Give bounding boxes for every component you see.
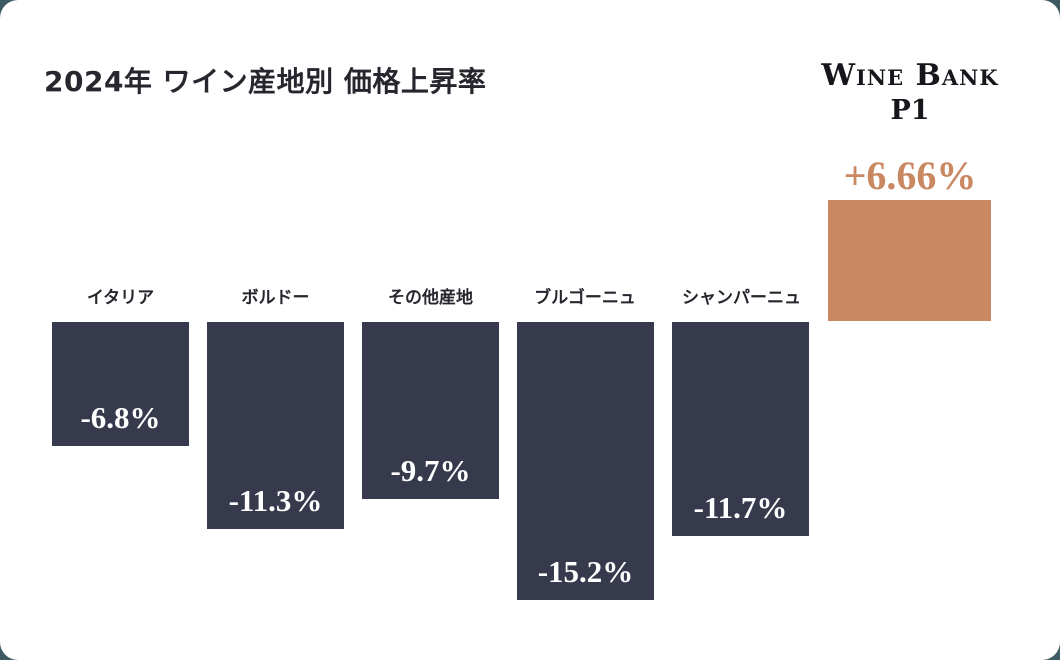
bar-value-label: -11.7% — [693, 490, 788, 525]
bar-champagne: -11.7% — [672, 322, 809, 536]
bar-wine-bank-p1 — [828, 200, 991, 321]
bar-value-label: -9.7% — [390, 453, 471, 488]
bar-bordeaux: -11.3% — [207, 322, 344, 529]
bar-others: -9.7% — [362, 322, 499, 499]
bar-value-label: -15.2% — [537, 554, 634, 589]
chart-title: 2024年 ワイン産地別 価格上昇率 — [44, 65, 487, 98]
bar-burgundy: -15.2% — [517, 322, 654, 600]
category-label-bordeaux: ボルドー — [241, 288, 310, 308]
brand-logo: Wine Bank P1 — [800, 58, 1020, 126]
category-label-burgundy: ブルゴーニュ — [534, 288, 636, 308]
bar-value-label: -11.3% — [228, 483, 323, 518]
brand-subtitle: P1 — [890, 95, 930, 126]
bar-value-label: -6.8% — [80, 400, 161, 435]
highlight-value-label: +6.66% — [843, 153, 977, 198]
brand-name: Wine Bank — [821, 58, 999, 93]
bar-italy: -6.8% — [52, 322, 189, 446]
category-label-champagne: シャンパーニュ — [682, 288, 801, 308]
category-label-others: その他産地 — [388, 288, 473, 308]
category-label-italy: イタリア — [86, 288, 155, 308]
